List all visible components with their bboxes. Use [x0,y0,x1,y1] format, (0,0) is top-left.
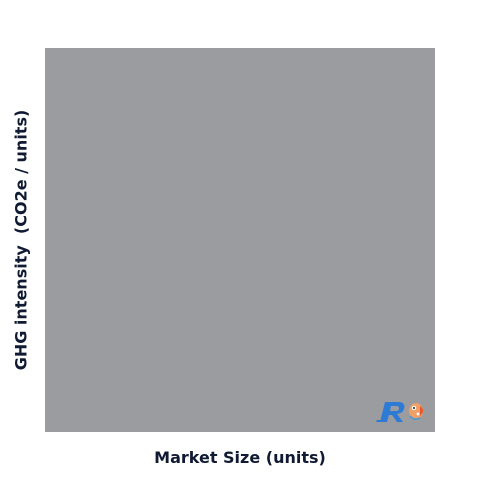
plot-area [45,48,435,432]
y-axis-label: GHG intensity (CO2e / units) [11,109,31,371]
x-axis-label: Market Size (units) [154,448,326,467]
r-logo-icon [376,402,423,422]
